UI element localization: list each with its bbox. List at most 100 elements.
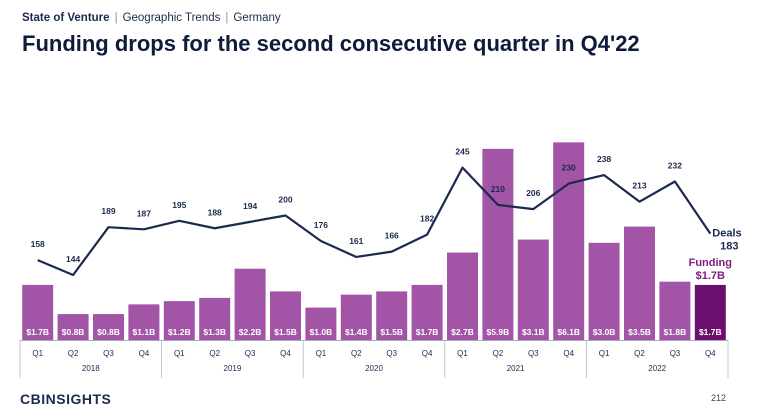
deals-line bbox=[37, 166, 712, 277]
deals-data-label: 232 bbox=[668, 160, 682, 170]
deals-data-label: 206 bbox=[526, 188, 540, 198]
breadcrumb-separator: | bbox=[114, 12, 118, 24]
quarter-tick-label: Q2 bbox=[209, 349, 220, 358]
funding-bar-label: $1.7B bbox=[26, 327, 49, 337]
year-label: 2021 bbox=[507, 364, 525, 373]
deals-data-label: 194 bbox=[243, 201, 257, 211]
breadcrumb-country[interactable]: Germany bbox=[233, 12, 281, 24]
page-title: Funding drops for the second consecutive… bbox=[22, 31, 640, 56]
year-label: 2020 bbox=[365, 364, 383, 373]
funding-bar bbox=[93, 314, 124, 340]
quarter-tick-label: Q3 bbox=[245, 349, 256, 358]
deals-data-label: 188 bbox=[208, 207, 222, 217]
breadcrumb-separator: | bbox=[225, 12, 229, 24]
quarter-tick-label: Q3 bbox=[103, 349, 114, 358]
deals-data-label: 158 bbox=[31, 239, 45, 249]
funding-bar bbox=[624, 226, 655, 340]
funding-bar bbox=[411, 284, 443, 340]
funding-bar bbox=[517, 239, 549, 340]
funding-bar-label: $1.4B bbox=[345, 327, 368, 337]
deals-data-label: 176 bbox=[314, 220, 328, 230]
deals-data-label: 189 bbox=[101, 206, 115, 216]
funding-bar bbox=[482, 148, 514, 340]
funding-bar bbox=[22, 284, 54, 340]
funding-bar-label: $1.7B bbox=[416, 327, 439, 337]
deals-data-label: 195 bbox=[172, 200, 186, 210]
funding-bar bbox=[588, 242, 620, 340]
quarter-tick-label: Q3 bbox=[386, 349, 397, 358]
quarter-tick-label: Q2 bbox=[634, 349, 645, 358]
deals-data-label: 161 bbox=[349, 236, 363, 246]
funding-bar bbox=[163, 301, 195, 340]
quarter-tick-label: Q2 bbox=[351, 349, 362, 358]
breadcrumb-section[interactable]: State of Venture bbox=[22, 12, 110, 24]
funding-bar bbox=[340, 294, 372, 340]
deals-data-label: 245 bbox=[455, 147, 469, 157]
quarter-tick-label: Q4 bbox=[139, 349, 150, 358]
funding-bar-label: $6.1B bbox=[557, 327, 580, 337]
funding-bar bbox=[199, 297, 231, 340]
funding-bar-label: $3.1B bbox=[522, 327, 545, 337]
quarter-tick-label: Q4 bbox=[563, 349, 574, 358]
funding-bar-label: $3.5B bbox=[628, 327, 651, 337]
funding-bar bbox=[57, 314, 89, 340]
quarter-tick-label: Q1 bbox=[32, 349, 43, 358]
quarter-tick-label: Q4 bbox=[422, 349, 433, 358]
quarter-tick-label: Q1 bbox=[174, 349, 185, 358]
deals-data-label: 144 bbox=[66, 254, 80, 264]
funding-bar-label: $1.3B bbox=[203, 327, 226, 337]
quarter-tick-label: Q4 bbox=[705, 349, 716, 358]
quarter-tick-label: Q2 bbox=[68, 349, 79, 358]
funding-bar bbox=[234, 268, 266, 340]
deals-end-value: 183 bbox=[720, 241, 738, 253]
deals-data-label: 182 bbox=[420, 214, 434, 224]
deals-data-label: 200 bbox=[278, 195, 292, 205]
deals-data-label: 187 bbox=[137, 208, 151, 218]
deals-data-label: 230 bbox=[562, 163, 576, 173]
year-label: 2019 bbox=[224, 364, 242, 373]
funding-bar-label: $0.8B bbox=[97, 327, 120, 337]
funding-bar-label: $1.8B bbox=[664, 327, 687, 337]
page-number: 212 bbox=[710, 393, 726, 403]
quarter-tick-label: Q3 bbox=[528, 349, 539, 358]
funding-bar bbox=[305, 307, 337, 340]
funding-bar-label: $1.2B bbox=[168, 327, 191, 337]
cb-insights-logo: CBINSIGHTS bbox=[20, 391, 111, 407]
year-label: 2022 bbox=[648, 364, 666, 373]
breadcrumb-topic[interactable]: Geographic Trends bbox=[122, 12, 221, 24]
funding-end-value: $1.7B bbox=[696, 270, 725, 282]
funding-bar bbox=[376, 291, 408, 340]
funding-bar bbox=[694, 284, 726, 340]
quarter-tick-label: Q1 bbox=[316, 349, 327, 358]
logo-word: INSIGHTS bbox=[41, 391, 112, 407]
deals-data-label: 210 bbox=[491, 184, 505, 194]
funding-bar-label: $5.9B bbox=[487, 327, 510, 337]
funding-bar-label: $1.0B bbox=[310, 327, 333, 337]
quarter-tick-label: Q1 bbox=[599, 349, 610, 358]
funding-bar-label: $3.0B bbox=[593, 327, 616, 337]
funding-bar-label: $2.2B bbox=[239, 327, 262, 337]
funding-bar bbox=[270, 291, 301, 340]
quarter-tick-label: Q1 bbox=[457, 349, 468, 358]
funding-bar bbox=[447, 252, 478, 340]
funding-bar bbox=[553, 142, 585, 340]
quarter-tick-label: Q4 bbox=[280, 349, 291, 358]
deals-data-label: 166 bbox=[385, 231, 399, 241]
funding-bar bbox=[128, 304, 160, 340]
quarter-tick-label: Q2 bbox=[493, 349, 504, 358]
funding-bar-label: $1.5B bbox=[380, 327, 403, 337]
funding-bar-label: $2.7B bbox=[451, 327, 474, 337]
funding-bar bbox=[659, 281, 691, 340]
funding-bar-label: $1.7B bbox=[699, 327, 722, 337]
funding-bar-label: $1.5B bbox=[274, 327, 297, 337]
funding-bar-label: $1.1B bbox=[133, 327, 156, 337]
deals-legend-label: Deals bbox=[712, 228, 741, 240]
deals-data-label: 213 bbox=[632, 181, 646, 191]
logo-prefix: CB bbox=[20, 391, 42, 407]
quarter-tick-label: Q3 bbox=[670, 349, 681, 358]
funding-legend-label: Funding bbox=[689, 257, 732, 269]
funding-bar-label: $0.8B bbox=[62, 327, 85, 337]
deals-data-label: 238 bbox=[597, 154, 611, 164]
breadcrumb: State of Venture | Geographic Trends | Germa… bbox=[22, 12, 281, 24]
